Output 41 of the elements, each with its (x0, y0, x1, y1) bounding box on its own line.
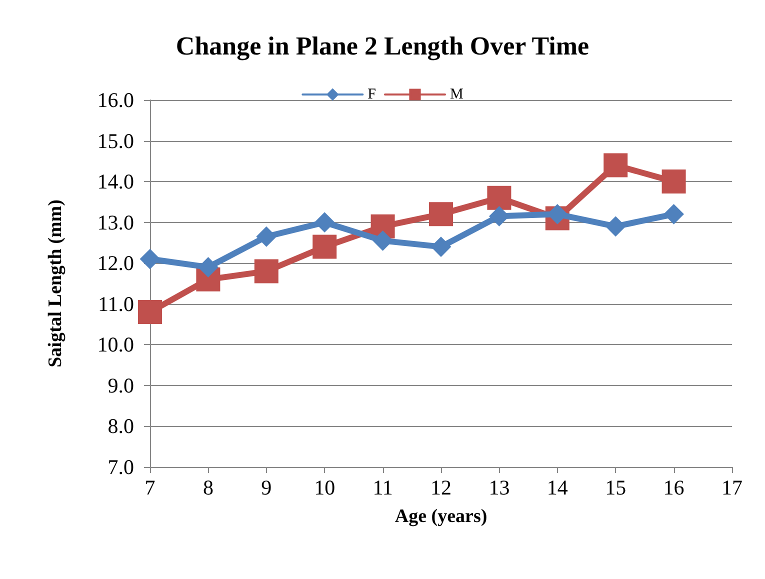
point (312, 234, 337, 259)
y-tick-label: 11.0 (98, 292, 134, 316)
x-tick-label: 15 (605, 476, 626, 500)
y-tick-label: 16.0 (97, 88, 134, 112)
point (314, 212, 335, 232)
point (662, 170, 686, 194)
x-tick-label: 14 (546, 476, 568, 500)
x-tick-label: 10 (314, 476, 336, 500)
x-tick-label: 8 (202, 476, 214, 500)
y-tick-label: 14.0 (97, 170, 134, 194)
y-tick-label: 10.0 (97, 332, 134, 357)
point (429, 202, 453, 226)
y-tick-label: 9.0 (108, 373, 134, 398)
point (138, 300, 162, 324)
x-tick-label: 12 (430, 476, 452, 500)
x-tick-label: 17 (722, 476, 742, 500)
x-tick-label: 7 (144, 476, 156, 500)
y-tick-label: 8.0 (108, 414, 134, 438)
x-axis-title: Age (years) (394, 506, 488, 527)
legend-label: F (368, 86, 376, 102)
x-tick-label: 13 (488, 476, 510, 500)
y-axis-title: Saigtal Length (mm) (45, 200, 66, 368)
x-tick-label: 16 (663, 476, 684, 500)
chart-title: Change in Plane 2 Length Over Time (176, 32, 590, 60)
y-tick-label: 12.0 (97, 251, 134, 276)
legend-label: M (450, 86, 464, 102)
y-tick-label: 7.0 (108, 455, 134, 479)
point (664, 204, 684, 224)
x-tick-label: 9 (261, 476, 272, 500)
x-tick-label: 11 (372, 476, 393, 500)
point (256, 226, 276, 247)
point (140, 249, 160, 270)
point (431, 236, 451, 257)
point (487, 186, 512, 210)
point (606, 216, 626, 236)
point (198, 257, 218, 278)
point (372, 230, 393, 251)
y-tick-label: 13.0 (97, 210, 134, 234)
y-tick-label: 15.0 (97, 128, 134, 153)
point (604, 153, 628, 178)
point (254, 259, 278, 284)
